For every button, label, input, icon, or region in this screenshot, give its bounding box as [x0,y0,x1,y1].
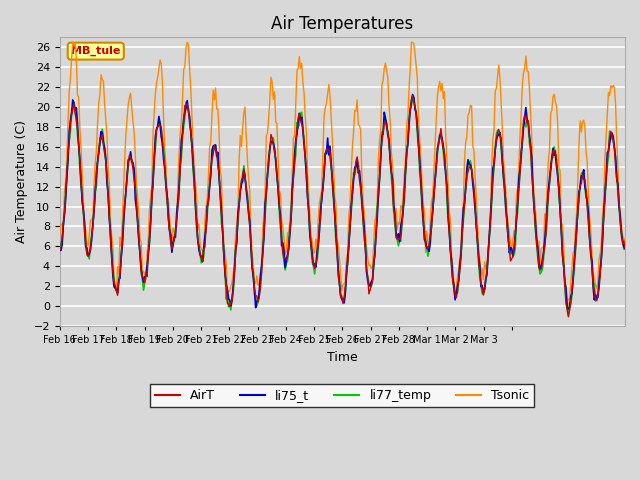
Text: MB_tule: MB_tule [71,46,120,56]
Legend: AirT, li75_t, li77_temp, Tsonic: AirT, li75_t, li77_temp, Tsonic [150,384,534,407]
X-axis label: Time: Time [327,350,358,364]
Y-axis label: Air Temperature (C): Air Temperature (C) [15,120,28,243]
Title: Air Temperatures: Air Temperatures [271,15,413,33]
